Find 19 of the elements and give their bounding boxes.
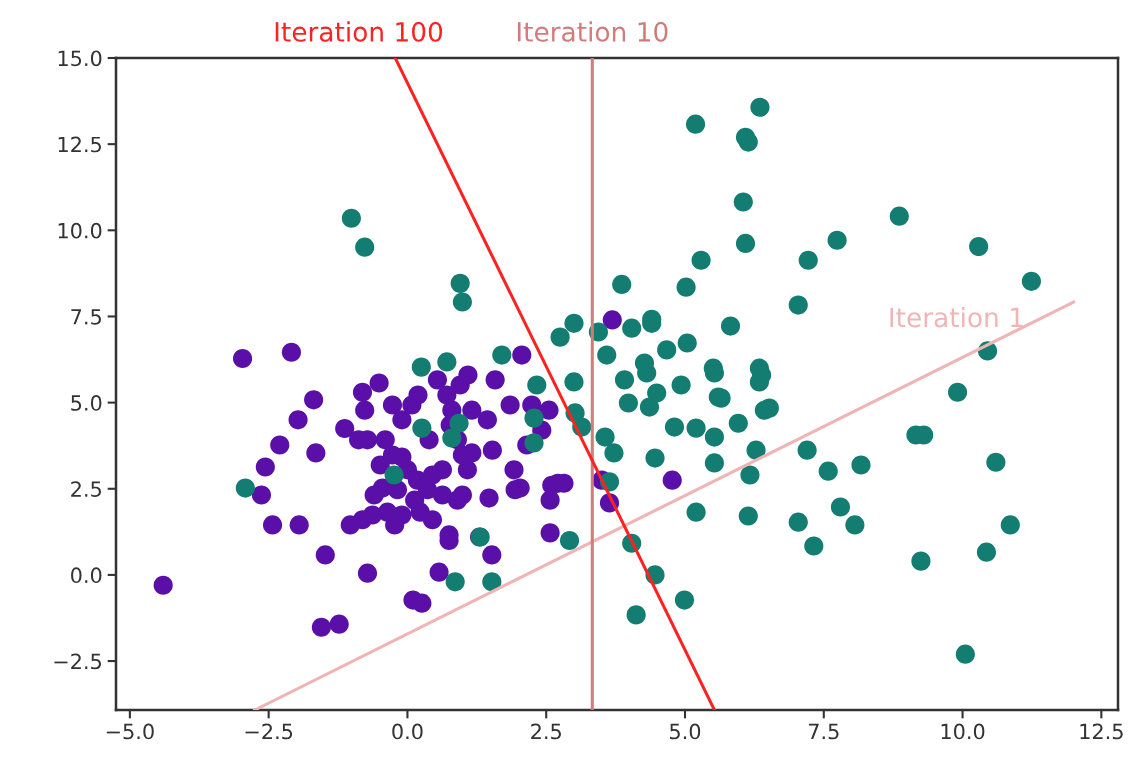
y-tick-label: 5.0 xyxy=(71,395,102,411)
series-label: Iteration 10 xyxy=(517,21,668,42)
y-tick-label: 15.0 xyxy=(58,50,102,67)
y-tick-label: −2.5 xyxy=(54,653,101,670)
x-tick-label: 0.0 xyxy=(392,723,423,740)
y-tick-label: 7.5 xyxy=(71,309,101,325)
x-tick-label: 5.0 xyxy=(670,723,701,740)
x-tick-label: 7.5 xyxy=(808,723,839,740)
y-tick-label: 10.0 xyxy=(58,222,102,239)
x-tick-label: 12.5 xyxy=(1080,723,1123,740)
y-tick-label: 12.5 xyxy=(58,136,101,153)
x-tick-label: 2.5 xyxy=(531,723,561,740)
y-tick-label: 2.5 xyxy=(71,481,101,497)
x-tick-label: 10.0 xyxy=(941,723,985,740)
y-tick-label: 0.0 xyxy=(71,567,102,584)
x-tick-label: −2.5 xyxy=(245,723,293,740)
series-label: Iteration 100 xyxy=(275,21,443,42)
x-tick-label: −5.0 xyxy=(106,723,154,740)
series-label: Iteration 1 xyxy=(890,307,1023,328)
